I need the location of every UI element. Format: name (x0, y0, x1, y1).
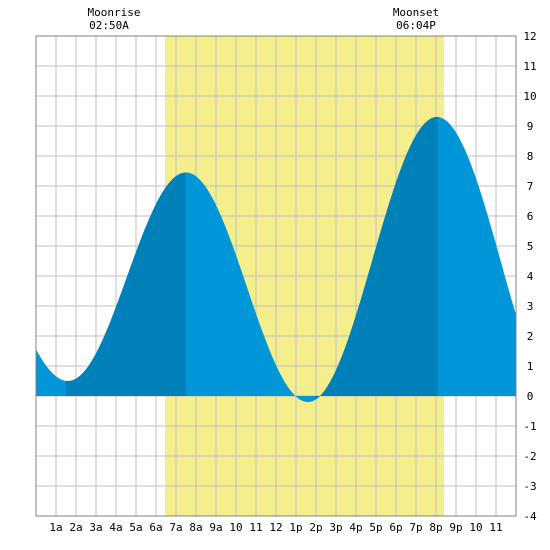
y-tick-label: -2 (523, 450, 536, 463)
y-tick-label: 10 (523, 90, 536, 103)
y-tick-label: -3 (523, 480, 536, 493)
plot-border (35, 35, 517, 517)
x-tick-label: 1p (289, 521, 302, 534)
x-tick-label: 7a (169, 521, 182, 534)
y-tick-label: 11 (523, 60, 536, 73)
y-tick-label: 3 (527, 300, 534, 313)
x-tick-label: 3a (89, 521, 102, 534)
y-tick-label: 7 (527, 180, 534, 193)
x-tick-label: 4a (109, 521, 122, 534)
moonrise-label: Moonrise (88, 6, 141, 19)
x-tick-label: 11 (249, 521, 262, 534)
y-tick-label: 9 (527, 120, 534, 133)
y-tick-label: 4 (527, 270, 534, 283)
x-tick-label: 1a (49, 521, 62, 534)
y-tick-label: 1 (527, 360, 534, 373)
x-tick-label: 3p (329, 521, 342, 534)
x-tick-label: 10 (469, 521, 482, 534)
y-tick-label: 0 (527, 390, 534, 403)
x-tick-label: 7p (409, 521, 422, 534)
y-tick-label: 5 (527, 240, 534, 253)
x-tick-label: 12 (269, 521, 282, 534)
x-tick-label: 9p (449, 521, 462, 534)
moonrise-time: 02:50A (89, 19, 129, 32)
x-tick-label: 5p (369, 521, 382, 534)
x-tick-label: 8a (189, 521, 202, 534)
x-tick-label: 5a (129, 521, 142, 534)
y-tick-label: -4 (523, 510, 537, 523)
x-tick-label: 2a (69, 521, 82, 534)
x-tick-label: 4p (349, 521, 362, 534)
x-tick-label: 11 (489, 521, 502, 534)
x-tick-label: 2p (309, 521, 322, 534)
x-tick-label: 10 (229, 521, 242, 534)
x-tick-label: 6p (389, 521, 402, 534)
y-tick-label: 2 (527, 330, 534, 343)
y-tick-label: 12 (523, 30, 536, 43)
y-tick-label: -1 (523, 420, 536, 433)
x-tick-label: 8p (429, 521, 442, 534)
y-tick-label: 8 (527, 150, 534, 163)
moonset-label: Moonset (393, 6, 439, 19)
x-tick-label: 9a (209, 521, 222, 534)
moonset-time: 06:04P (396, 19, 436, 32)
x-axis-ticks: 1a 2a 3a 4a 5a 6a 7a 8a 9a 10 11 12 1p 2p 3p 4p 5p 6p 7p 8p… (49, 521, 502, 534)
x-tick-label: 6a (149, 521, 162, 534)
y-tick-label: 6 (527, 210, 534, 223)
